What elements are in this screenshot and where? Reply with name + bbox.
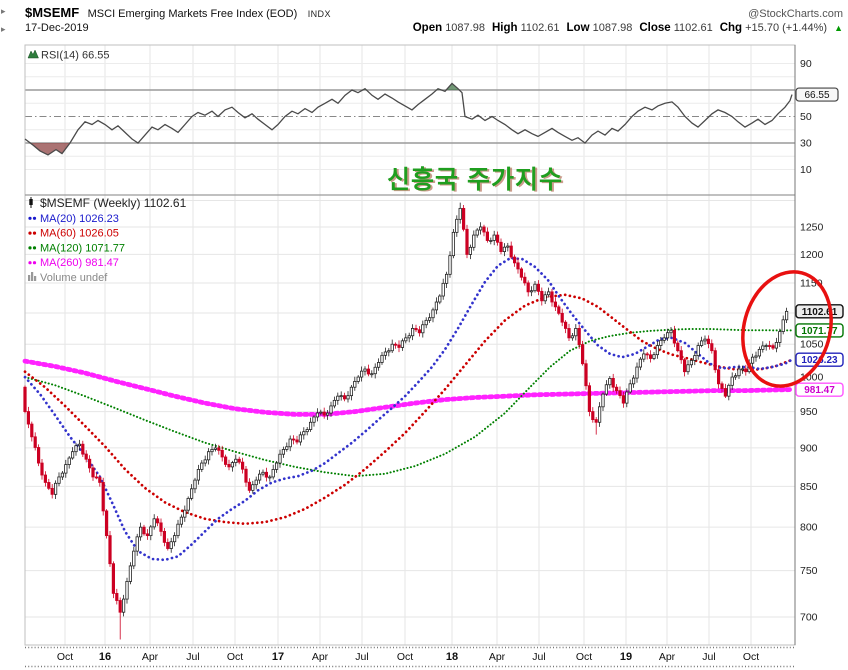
svg-text:900: 900: [800, 442, 818, 454]
legend-item-label: MA(60) 1026.05: [40, 228, 119, 240]
axes-labels: 1250120011501050100095090085080075070090…: [57, 58, 824, 663]
edge-arrow-icon-top: ▸: [1, 6, 6, 16]
rsi-indicator: [24, 82, 793, 156]
open-value: 1087.98: [445, 22, 485, 34]
dotted-line-sample: [28, 261, 32, 265]
legend-item-label: $MSEMF (Weekly) 1102.61: [40, 196, 187, 210]
high-value: 1102.61: [520, 22, 560, 34]
svg-text:850: 850: [800, 481, 818, 493]
svg-text:90: 90: [800, 58, 812, 70]
ma120-line: [24, 328, 793, 478]
svg-text:800: 800: [800, 522, 818, 534]
svg-text:Oct: Oct: [397, 651, 413, 663]
dotted-line-sample: [28, 216, 32, 220]
svg-text:Oct: Oct: [743, 651, 759, 663]
legend-item-label: Volume undef: [40, 272, 108, 284]
rsi-current-tag: [795, 87, 839, 102]
chart-date: 17-Dec-2019: [25, 22, 89, 34]
svg-text:Apr: Apr: [142, 651, 159, 663]
edge-arrow-icon-bottom: ▸: [1, 24, 6, 34]
dotted-line-sample: [28, 231, 32, 235]
ma60-line: [23, 293, 794, 526]
svg-text:Apr: Apr: [489, 651, 506, 663]
candlesticks: [23, 202, 789, 640]
moving-average-lines: [22, 256, 795, 562]
price-tag-981.47: [795, 382, 844, 397]
svg-text:Oct: Oct: [57, 651, 73, 663]
ticker-symbol: $MSEMF: [25, 5, 80, 20]
svg-text:1071.77: 1071.77: [801, 326, 838, 337]
quote-row: 17-Dec-2019 Open 1087.98 High 1102.61 Lo…: [25, 22, 843, 34]
ma260-line: [22, 358, 795, 417]
svg-text:1250: 1250: [800, 221, 824, 233]
svg-text:Apr: Apr: [312, 651, 329, 663]
svg-text:Apr: Apr: [659, 651, 676, 663]
svg-text:18: 18: [446, 651, 458, 663]
svg-text:50: 50: [800, 111, 812, 123]
low-value: 1087.98: [592, 22, 633, 34]
close-label: Close: [639, 22, 671, 34]
legend-item-label: MA(120) 1071.77: [40, 242, 125, 254]
svg-text:1102.61: 1102.61: [802, 307, 838, 318]
index-title: MSCI Emerging Markets Free Index (EOD): [87, 8, 298, 20]
svg-text:Jul: Jul: [702, 651, 715, 663]
annotation-korean-title: 신흥국 주가지수: [387, 166, 563, 194]
svg-text:Jul: Jul: [186, 651, 199, 663]
exchange-label: INDX: [307, 9, 331, 19]
close-value: 1102.61: [673, 22, 713, 34]
svg-text:66.55: 66.55: [804, 90, 829, 101]
dotted-line-sample: [28, 246, 32, 250]
up-triangle-icon: ▲: [834, 23, 843, 33]
svg-text:17: 17: [272, 651, 284, 663]
legend-item-label: MA(260) 981.47: [40, 257, 119, 269]
svg-text:Oct: Oct: [227, 651, 243, 663]
highlight-ellipse: [741, 270, 833, 388]
svg-text:10: 10: [800, 164, 812, 176]
rsi-area-icon: [27, 49, 39, 59]
svg-text:1200: 1200: [800, 249, 824, 261]
rsi-legend-label: RSI(14) 66.55: [41, 50, 109, 62]
source-credit: @StockCharts.com: [748, 8, 843, 20]
svg-text:16: 16: [99, 651, 111, 663]
svg-text:981.47: 981.47: [804, 385, 835, 396]
legend-item-label: MA(20) 1026.23: [40, 213, 119, 225]
svg-text:1050: 1050: [800, 339, 824, 351]
svg-text:30: 30: [800, 138, 812, 150]
svg-text:Jul: Jul: [532, 651, 545, 663]
low-label: Low: [566, 22, 590, 34]
ohlc-strip: Open 1087.98 High 1102.61 Low 1087.98 Cl…: [413, 22, 843, 34]
high-label: High: [491, 22, 518, 34]
svg-text:700: 700: [800, 612, 818, 624]
ma20-line: [23, 256, 794, 562]
svg-text:Oct: Oct: [576, 651, 592, 663]
svg-text:950: 950: [800, 406, 818, 418]
change-value: +15.70 (+1.44%): [745, 22, 828, 34]
change-label: Chg: [719, 22, 743, 34]
legends: RSI(14) 66.55 $MSEMF (Weekly) 1102.61 MA(2…: [27, 49, 187, 284]
svg-text:750: 750: [800, 565, 818, 577]
gridlines: [24, 44, 796, 668]
svg-text:19: 19: [620, 651, 632, 663]
volume-bars-icon: [28, 275, 31, 281]
rsi-line: [24, 82, 793, 156]
chart-header: $MSEMF MSCI Emerging Markets Free Index …: [25, 4, 843, 22]
svg-text:Jul: Jul: [355, 651, 368, 663]
open-label: Open: [412, 22, 443, 34]
red-circle-annotation: [741, 270, 833, 388]
